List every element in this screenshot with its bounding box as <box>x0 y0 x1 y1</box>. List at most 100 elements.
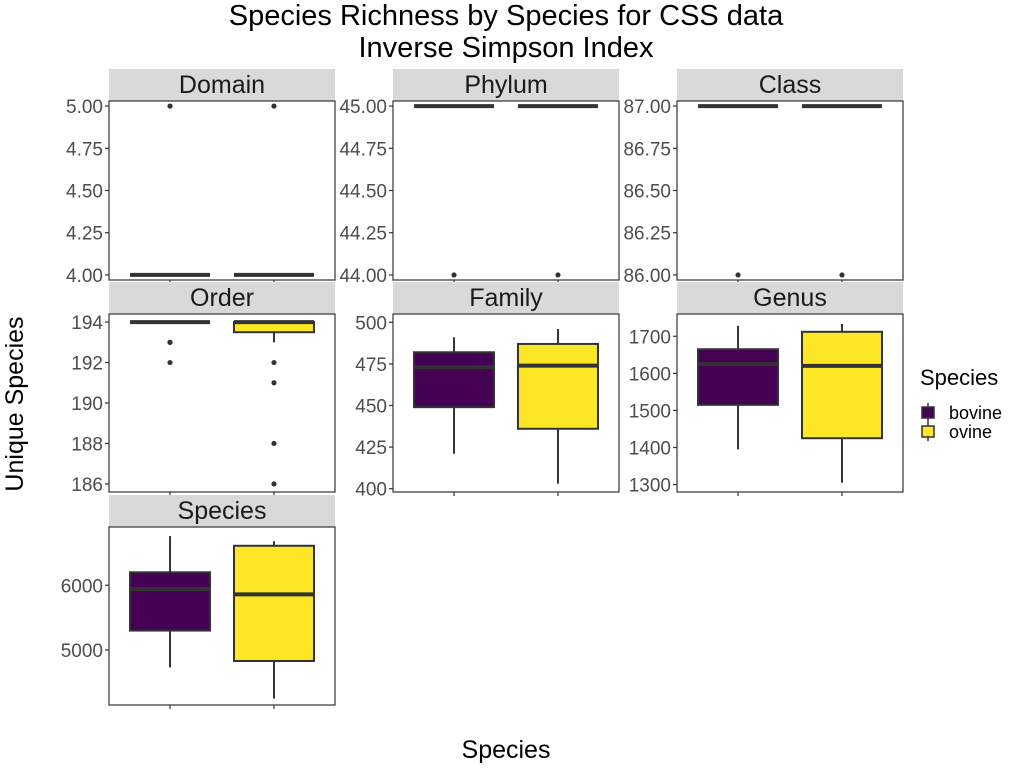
box-ovine <box>233 103 314 277</box>
y-tick-label: 194 <box>71 313 103 334</box>
y-tick-label: 1700 <box>629 327 671 348</box>
y-tick-label: 425 <box>355 438 387 459</box>
y-tick-label: 6000 <box>61 576 103 597</box>
legend-label: bovine <box>949 403 1002 423</box>
panel-strip <box>393 69 619 101</box>
panel-border <box>108 526 336 706</box>
box-ovine <box>801 104 882 278</box>
legend-key <box>921 425 935 438</box>
box-ovine <box>517 104 598 278</box>
box-ovine <box>232 541 315 699</box>
panel-strip-label: Species <box>178 497 267 525</box>
outlier-point <box>167 339 173 345</box>
y-tick-label: 1600 <box>629 364 671 385</box>
outlier-point <box>167 103 173 109</box>
box-bovine <box>414 104 495 278</box>
y-tick-label: 192 <box>71 354 103 375</box>
box-bovine <box>129 536 212 668</box>
panel-strip-label: Order <box>190 284 254 312</box>
panel-border <box>676 313 904 493</box>
panel-strip-label: Genus <box>753 284 827 312</box>
y-tick-label: 5.00 <box>66 97 103 118</box>
box-body <box>129 571 212 632</box>
panel-species: Species 5000 6000 <box>61 495 336 709</box>
panel-family: Family 400 425 450 475 500 <box>355 282 620 501</box>
box-body <box>697 348 780 406</box>
outlier-point <box>271 359 277 366</box>
outlier-point <box>271 481 277 487</box>
y-tick-label: 1300 <box>629 476 671 497</box>
outlier-point <box>271 103 277 109</box>
box-bovine <box>698 104 779 278</box>
y-tick-label: 190 <box>71 394 103 415</box>
y-axis-title: Unique Species <box>1 316 29 491</box>
panel-strip-label: Class <box>759 71 822 99</box>
y-tick-label: 500 <box>355 313 387 334</box>
legend-entry-ovine: ovine <box>921 422 992 442</box>
chart-title-line1: Species Richness by Species for CSS data <box>229 0 784 32</box>
panel-strip <box>677 69 903 101</box>
panel-strip <box>109 495 335 527</box>
y-tick-label: 44.50 <box>339 182 387 203</box>
y-tick-label: 450 <box>355 396 387 417</box>
box-ovine <box>800 324 883 483</box>
outlier-point <box>271 380 277 386</box>
y-tick-label: 86.75 <box>623 139 671 160</box>
box-body <box>800 330 883 440</box>
y-tick-label: 86.25 <box>623 224 671 245</box>
panel-domain: Domain 4.00 4.25 4.50 4.75 5.00 <box>66 69 336 287</box>
panel-strip <box>109 282 335 314</box>
outlier-point <box>839 272 845 278</box>
y-tick-label: 44.25 <box>339 224 387 245</box>
outlier-point <box>735 272 741 278</box>
y-tick-label: 86.00 <box>623 266 671 287</box>
outlier-point <box>555 272 561 278</box>
panel-strip-label: Family <box>469 284 543 312</box>
box-bovine <box>130 320 211 366</box>
y-tick-label: 4.25 <box>66 224 103 245</box>
panel-border <box>108 100 336 281</box>
panel-background <box>677 101 903 280</box>
y-tick-label: 188 <box>71 434 103 455</box>
y-tick-label: 87.00 <box>623 97 671 118</box>
panel-background <box>393 101 619 280</box>
legend-key <box>921 406 935 419</box>
box-body <box>516 342 599 430</box>
outlier-point <box>451 272 457 278</box>
box-bovine <box>130 103 211 277</box>
box-bovine <box>697 325 780 450</box>
legend-title: Species <box>920 365 998 390</box>
panel-border <box>676 100 904 281</box>
y-tick-label: 1400 <box>629 439 671 460</box>
y-tick-label: 44.75 <box>339 139 387 160</box>
panel-genus: Genus 1300 1400 1500 1600 1700 <box>629 282 904 497</box>
y-tick-label: 45.00 <box>339 97 387 118</box>
box-ovine <box>516 328 599 484</box>
outlier-point <box>271 440 277 447</box>
y-tick-label: 44.00 <box>339 266 387 287</box>
box-body <box>232 544 315 662</box>
panel-strip <box>109 69 335 101</box>
y-tick-label: 1500 <box>629 401 671 422</box>
chart-title-line2: Inverse Simpson Index <box>359 32 654 64</box>
panel-border <box>108 313 336 493</box>
y-tick-label: 475 <box>355 355 387 376</box>
panel-background <box>109 314 335 492</box>
panel-strip-label: Domain <box>179 71 265 99</box>
y-tick-label: 400 <box>355 480 387 501</box>
box-bovine <box>413 337 496 454</box>
box-ovine <box>232 320 315 487</box>
panel-class: Class 86.00 86.25 86.50 86.75 87.00 <box>623 69 904 287</box>
box-body <box>413 351 496 409</box>
panel-strip <box>677 282 903 314</box>
y-tick-label: 4.50 <box>66 182 103 203</box>
outlier-point <box>167 359 173 366</box>
panel-order: Order 186 188 190 192 194 <box>71 282 336 496</box>
legend-label: ovine <box>949 422 992 442</box>
panel-border <box>392 313 620 493</box>
y-tick-label: 5000 <box>61 641 103 662</box>
y-tick-label: 4.00 <box>66 266 103 287</box>
